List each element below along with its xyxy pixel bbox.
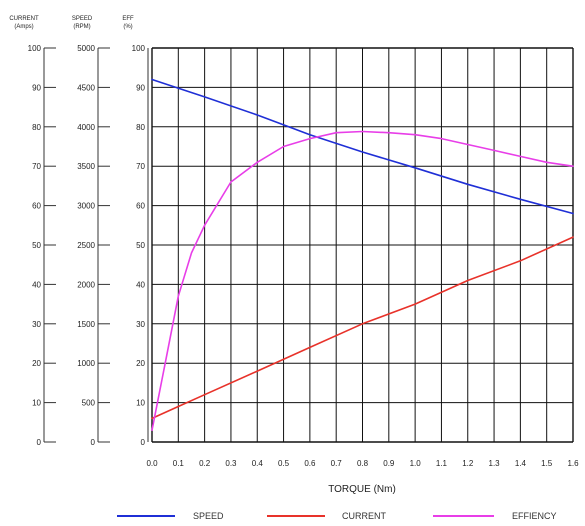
legend-label-effiency: EFFIENCY: [512, 511, 557, 521]
current-tick-label: 100: [28, 44, 42, 53]
eff-tick-label: 50: [136, 241, 145, 250]
speed-axis-header: (RPM): [73, 24, 90, 30]
x-tick-label: 0.4: [252, 459, 264, 468]
speed-tick-label: 1500: [77, 320, 95, 329]
speed-tick-label: 500: [82, 399, 96, 408]
eff-tick-label: 80: [136, 123, 145, 132]
speed-axis-header: SPEED: [72, 16, 93, 22]
current-tick-label: 90: [32, 83, 41, 92]
current-tick-label: 40: [32, 280, 41, 289]
speed-tick-label: 3000: [77, 202, 95, 211]
series-layer: [151, 78, 574, 432]
x-tick-label: 0.1: [173, 459, 185, 468]
eff-tick-label: 10: [136, 399, 145, 408]
x-tick-label: 1.0: [410, 459, 422, 468]
speed-tick-label: 2000: [77, 280, 95, 289]
speed-tick-label: 5000: [77, 44, 95, 53]
speed-tick-label: 1000: [77, 359, 95, 368]
x-tick-label: 0.9: [383, 459, 395, 468]
x-tick-label: 1.5: [541, 459, 553, 468]
current-tick-label: 80: [32, 123, 41, 132]
axes-layer: 0102030405060708090100CURRENT(Amps)05001…: [9, 16, 149, 447]
eff-tick-label: 30: [136, 320, 145, 329]
eff-axis-header: EFF: [122, 16, 134, 22]
speed-tick-label: 4500: [77, 83, 95, 92]
current-tick-label: 50: [32, 241, 41, 250]
current-axis-header: CURRENT: [9, 16, 39, 22]
x-tick-label: 1.1: [436, 459, 448, 468]
current-tick-label: 10: [32, 399, 41, 408]
current-axis-header: (Amps): [14, 24, 33, 30]
x-tick-label: 0.6: [304, 459, 316, 468]
current-tick-label: 60: [32, 202, 41, 211]
eff-tick-label: 60: [136, 202, 145, 211]
grid-layer: [151, 47, 574, 443]
eff-tick-label: 40: [136, 280, 145, 289]
speed-tick-label: 0: [91, 438, 96, 447]
x-tick-label: 0.8: [357, 459, 369, 468]
eff-tick-label: 100: [132, 44, 146, 53]
x-tick-label: 1.6: [567, 459, 579, 468]
eff-tick-label: 90: [136, 83, 145, 92]
x-tick-label: 1.2: [462, 459, 474, 468]
x-tick-label: 1.3: [489, 459, 501, 468]
legend: SPEED CURRENT EFFIENCY: [117, 511, 557, 521]
current-tick-label: 70: [32, 162, 41, 171]
series-effiency-line: [151, 130, 574, 432]
current-tick-label: 30: [32, 320, 41, 329]
speed-tick-label: 3500: [77, 162, 95, 171]
x-tick-label: 0.0: [146, 459, 158, 468]
x-tick-labels: 0.0 0.1 0.2 0.3 0.4 0.5 0.6 0.7 0.8 0.9 1.0 1.1 1.2 1…: [146, 459, 579, 468]
speed-tick-label: 2500: [77, 241, 95, 250]
speed-tick-label: 4000: [77, 123, 95, 132]
legend-label-current: CURRENT: [342, 511, 387, 521]
eff-tick-label: 0: [141, 438, 146, 447]
current-tick-label: 0: [37, 438, 42, 447]
x-axis-title: TORQUE (Nm): [328, 484, 396, 495]
x-tick-label: 0.7: [331, 459, 343, 468]
current-tick-label: 20: [32, 359, 41, 368]
x-tick-label: 1.4: [515, 459, 527, 468]
x-tick-label: 0.5: [278, 459, 290, 468]
x-tick-label: 0.3: [225, 459, 237, 468]
series-speed-line: [151, 78, 574, 215]
series-current-line: [151, 236, 574, 420]
legend-label-speed: SPEED: [193, 511, 224, 521]
eff-axis-header: (%): [123, 24, 132, 30]
x-tick-label: 0.2: [199, 459, 211, 468]
eff-tick-label: 70: [136, 162, 145, 171]
eff-tick-label: 20: [136, 359, 145, 368]
